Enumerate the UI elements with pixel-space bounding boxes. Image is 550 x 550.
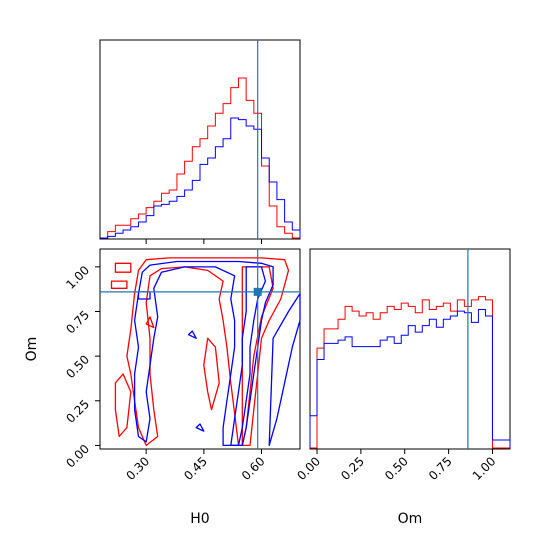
- om-hist-xtick-label-1: 0.25: [338, 454, 367, 483]
- x-axis-label-om: Om: [398, 511, 423, 527]
- om-hist-xtick-label-3: 0.75: [426, 454, 455, 483]
- y-axis-label-om: Om: [24, 337, 40, 362]
- contour-xtick-label-0: 0.30: [123, 454, 152, 483]
- om-hist-xtick-label-2: 0.50: [382, 454, 411, 483]
- contour-red-0: [114, 262, 132, 273]
- om-hist-xtick-label-0: 0.00: [294, 454, 323, 483]
- contour-blue-2: [137, 291, 151, 300]
- contour-truth-marker: [253, 287, 262, 296]
- contour-blue-3: [195, 423, 205, 432]
- om-hist-frame: [309, 248, 511, 450]
- h0-hist-frame: [99, 39, 301, 240]
- contour-red-2: [114, 373, 132, 438]
- contour-red-6: [145, 316, 155, 329]
- contour-red-5: [110, 280, 128, 289]
- contour-blue-0: [133, 260, 274, 447]
- contour-blue-1: [230, 266, 267, 447]
- x-axis-label-h0: H0: [190, 511, 209, 527]
- h0-om-contours: [100, 249, 301, 449]
- om-histogram: [309, 249, 511, 449]
- contour-frame: [99, 248, 301, 450]
- om-hist-series-red: [310, 296, 510, 449]
- contour-ytick-label-2: 0.50: [63, 352, 92, 381]
- contour-red-1: [126, 257, 290, 447]
- contour-blue-4: [187, 330, 197, 339]
- om-hist-xtick-label-4: 1.00: [470, 454, 499, 483]
- contour-blue-5: [268, 292, 301, 447]
- contour-xtick-label-1: 0.45: [181, 454, 210, 483]
- om-hist-series-blue: [309, 309, 511, 448]
- h0-histogram: [100, 40, 301, 239]
- contour-xtick-label-2: 0.60: [239, 454, 268, 483]
- contour-ytick-label-4: 1.00: [63, 263, 92, 292]
- h0-hist-series-red: [100, 77, 300, 239]
- contour-ytick-label-0: 0.00: [63, 442, 92, 471]
- contour-ytick-label-1: 0.25: [63, 397, 92, 426]
- h0-hist-series-blue: [100, 117, 301, 239]
- contour-ytick-label-3: 0.75: [63, 308, 92, 337]
- contour-red-3: [203, 337, 220, 411]
